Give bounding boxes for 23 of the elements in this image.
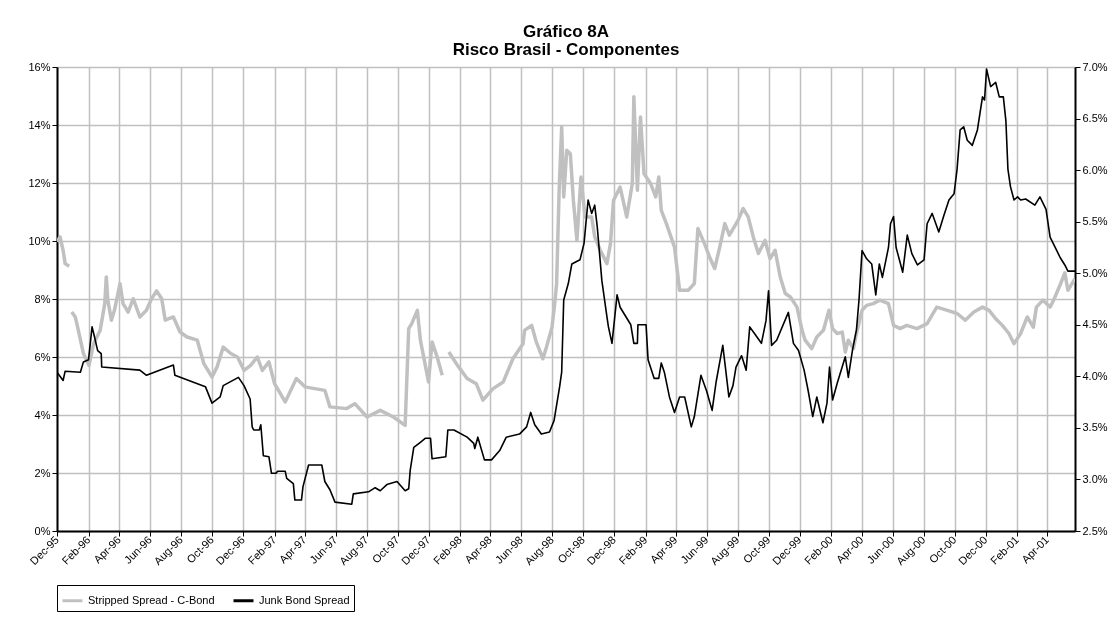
legend-label: Junk Bond Spread (259, 593, 350, 606)
y-tick-label: 8% (34, 292, 51, 305)
y2-tick-label: 5.0% (1082, 266, 1108, 279)
y-tick-label: 6% (34, 350, 51, 363)
y2-tick-label: 3.5% (1082, 421, 1108, 434)
y2-tick-label: 2.5% (1082, 524, 1108, 537)
y2-tick-label: 6.5% (1082, 112, 1108, 125)
chart-subtitle: Risco Brasil - Componentes (452, 40, 680, 59)
y2-tick-label: 3.0% (1082, 472, 1108, 485)
y-tick-label: 12% (28, 176, 51, 189)
y2-tick-label: 6.0% (1082, 163, 1108, 176)
y-tick-label: 16% (28, 60, 51, 73)
y2-tick-label: 4.5% (1082, 318, 1108, 331)
legend-label: Stripped Spread - C-Bond (88, 593, 215, 606)
y2-tick-label: 7.0% (1082, 60, 1108, 73)
chart-title: Gráfico 8A (523, 22, 609, 41)
y2-tick-label: 4.0% (1082, 369, 1108, 382)
y-tick-label: 4% (34, 408, 51, 421)
y-tick-label: 10% (28, 234, 51, 247)
y-tick-label: 0% (34, 524, 51, 537)
y2-tick-label: 5.5% (1082, 215, 1108, 228)
y-tick-label: 14% (28, 118, 51, 131)
y-tick-label: 2% (34, 466, 51, 479)
